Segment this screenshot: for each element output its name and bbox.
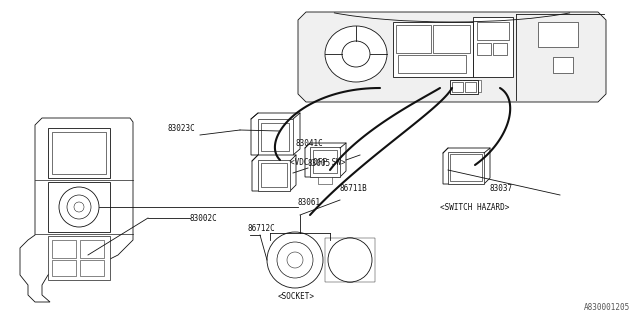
Text: 83002C: 83002C bbox=[190, 213, 218, 222]
Polygon shape bbox=[251, 113, 300, 155]
Bar bbox=[393, 22, 473, 77]
Text: 83037: 83037 bbox=[490, 184, 513, 193]
Bar bbox=[48, 182, 110, 232]
Ellipse shape bbox=[325, 26, 387, 82]
Text: A830001205: A830001205 bbox=[584, 303, 630, 312]
Bar bbox=[398, 55, 466, 73]
Polygon shape bbox=[20, 118, 133, 302]
Text: <SOCKET>: <SOCKET> bbox=[278, 292, 315, 301]
Circle shape bbox=[267, 232, 323, 288]
Bar bbox=[48, 128, 110, 178]
Bar bbox=[453, 80, 461, 92]
Bar bbox=[473, 17, 513, 77]
Bar bbox=[310, 147, 340, 177]
Bar bbox=[318, 177, 332, 184]
Polygon shape bbox=[298, 12, 606, 102]
Bar bbox=[325, 238, 375, 282]
Bar bbox=[450, 154, 482, 181]
Circle shape bbox=[74, 202, 84, 212]
Polygon shape bbox=[305, 143, 346, 177]
Bar bbox=[313, 150, 337, 173]
Bar bbox=[258, 160, 290, 191]
Circle shape bbox=[336, 246, 364, 274]
Bar bbox=[538, 22, 578, 47]
Bar bbox=[463, 80, 471, 92]
Bar bbox=[80, 260, 104, 276]
Bar bbox=[433, 25, 470, 53]
Text: <VDC OFF SW>: <VDC OFF SW> bbox=[290, 158, 346, 167]
Bar bbox=[493, 43, 507, 55]
Circle shape bbox=[328, 238, 372, 282]
Bar bbox=[448, 152, 484, 184]
Ellipse shape bbox=[342, 41, 370, 67]
Bar bbox=[52, 132, 106, 174]
Bar bbox=[452, 82, 463, 92]
Bar bbox=[48, 236, 110, 280]
Bar bbox=[346, 252, 354, 268]
Polygon shape bbox=[443, 148, 490, 184]
Circle shape bbox=[287, 252, 303, 268]
Bar bbox=[477, 43, 491, 55]
Bar bbox=[261, 163, 287, 187]
Text: 86711B: 86711B bbox=[340, 184, 368, 193]
Bar bbox=[477, 22, 509, 40]
Circle shape bbox=[328, 238, 372, 282]
Bar bbox=[553, 57, 573, 73]
Bar bbox=[261, 123, 289, 151]
Bar bbox=[450, 80, 478, 94]
Bar bbox=[52, 260, 76, 276]
Bar bbox=[52, 240, 76, 258]
Text: <SWITCH HAZARD>: <SWITCH HAZARD> bbox=[440, 203, 509, 212]
Text: 83005: 83005 bbox=[308, 158, 331, 167]
Text: 83041C: 83041C bbox=[295, 139, 323, 148]
Bar bbox=[80, 240, 104, 258]
Polygon shape bbox=[252, 155, 296, 191]
Circle shape bbox=[67, 195, 91, 219]
Bar bbox=[258, 119, 293, 155]
Bar bbox=[465, 82, 476, 92]
Text: 83061: 83061 bbox=[298, 197, 321, 206]
Bar bbox=[473, 80, 481, 92]
Text: 83023C: 83023C bbox=[167, 124, 195, 132]
Circle shape bbox=[59, 187, 99, 227]
Text: 86712C: 86712C bbox=[248, 224, 276, 233]
Circle shape bbox=[277, 242, 313, 278]
Bar bbox=[396, 25, 431, 53]
